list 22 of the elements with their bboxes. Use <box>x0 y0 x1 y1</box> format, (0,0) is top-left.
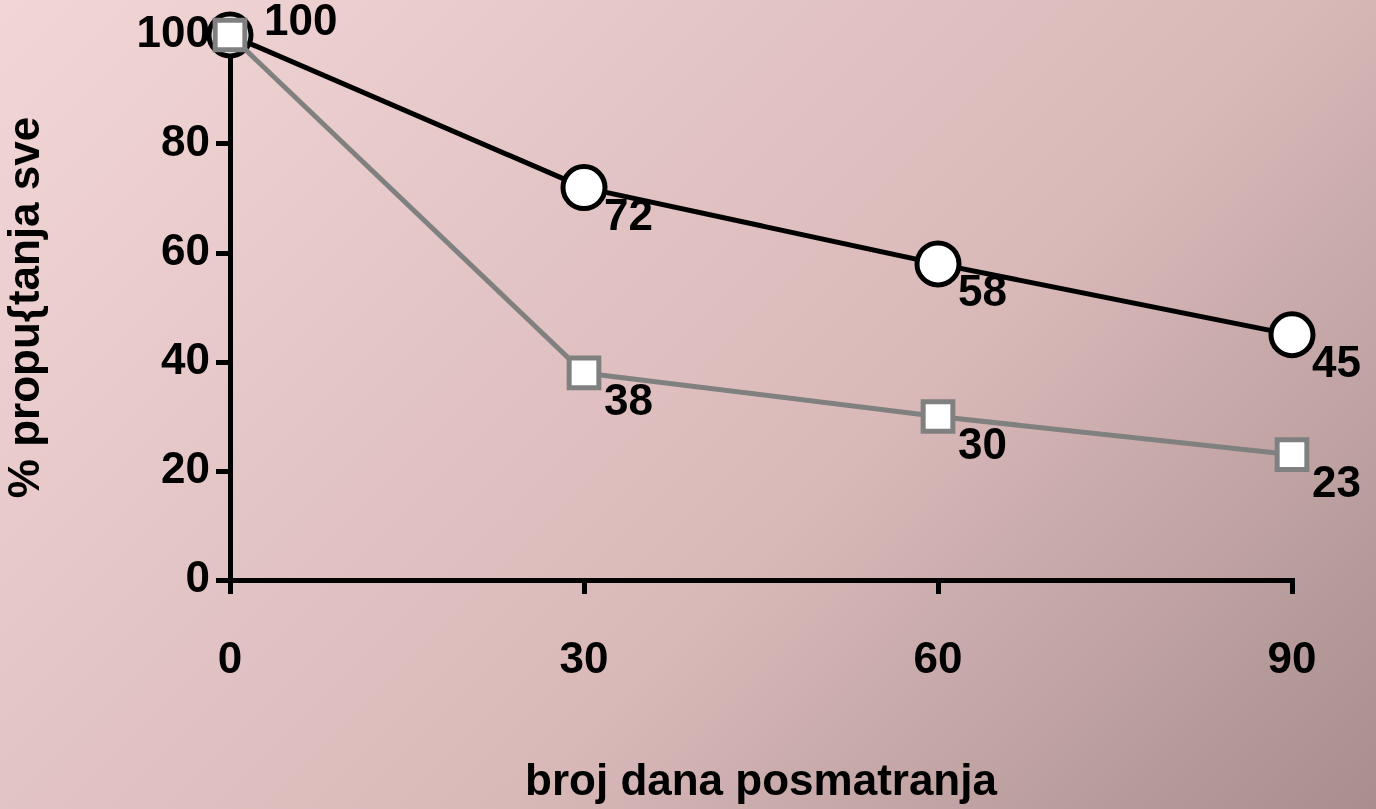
data-label: 23 <box>1312 456 1361 506</box>
x-tick-label: 0 <box>217 632 243 682</box>
point <box>566 355 602 391</box>
x-tick-label: 30 <box>559 632 609 682</box>
point <box>560 164 608 212</box>
y-tick-label: 80 <box>161 116 210 166</box>
data-label: 100 <box>264 0 338 45</box>
y-tick-label: 100 <box>136 7 210 57</box>
y-tick-label: 60 <box>161 225 210 275</box>
y-tick-label: 0 <box>185 552 210 602</box>
data-label: 38 <box>604 375 653 425</box>
point <box>1274 437 1310 472</box>
y-tick-label: 40 <box>161 334 210 384</box>
data-label: 30 <box>958 418 1007 468</box>
y-axis-title: % propu{tanja sve <box>0 116 48 499</box>
x-tick-label: 60 <box>913 632 963 682</box>
data-label: 45 <box>1312 336 1361 386</box>
data-label: 58 <box>958 266 1007 316</box>
x-axis-title: broj dana posmatranja <box>525 754 998 804</box>
y-tick-label: 20 <box>161 443 210 493</box>
point <box>920 399 956 434</box>
x-tick-label: 90 <box>1267 632 1317 682</box>
